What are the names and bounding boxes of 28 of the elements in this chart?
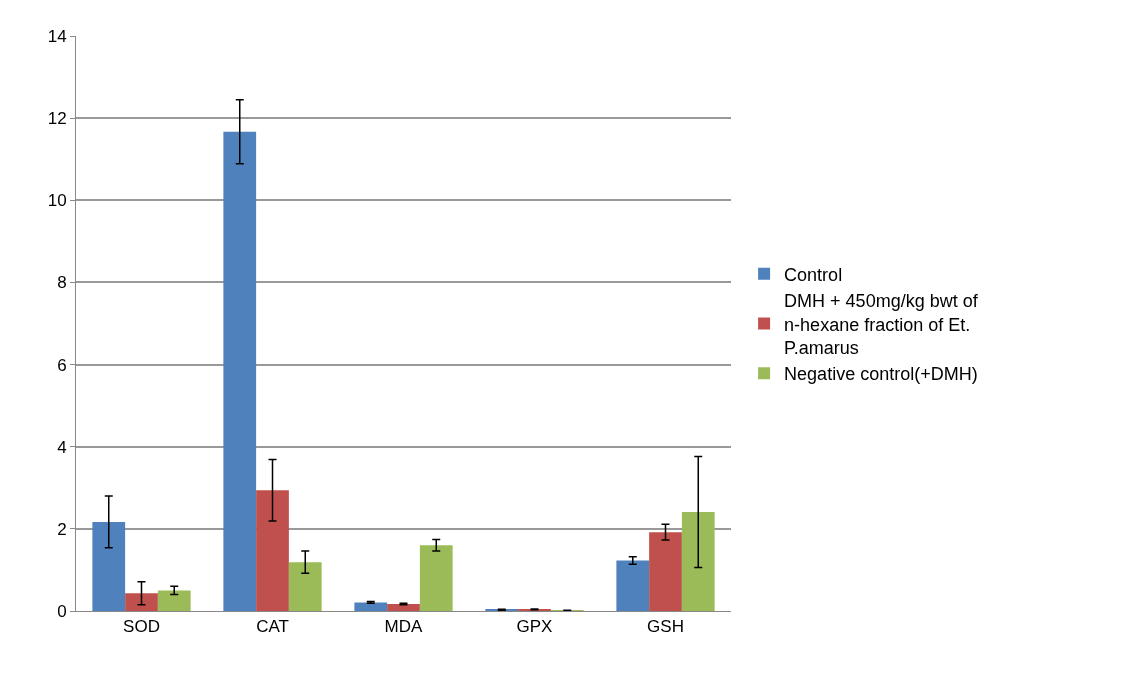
bar — [288, 562, 322, 611]
bar — [616, 560, 650, 611]
y-tick-label: 8 — [57, 273, 67, 293]
legend-label: DMH + 450mg/kg bwt of n-hexane fraction of Et. P.amarus — [784, 291, 979, 358]
legend-label: Negative control(+DMH) — [784, 364, 978, 385]
x-tick-label: CAT — [256, 617, 289, 637]
bar — [125, 593, 158, 611]
x-tick-label: GPX — [516, 617, 553, 637]
legend-label: Control — [784, 264, 843, 285]
bar — [681, 512, 715, 611]
x-tick-label: SOD — [123, 617, 160, 637]
y-tick-label: 4 — [57, 437, 67, 457]
bar — [223, 131, 257, 611]
bar — [256, 490, 289, 611]
bar — [387, 604, 420, 611]
y-tick-label: 2 — [57, 519, 67, 539]
y-tick-label: 14 — [47, 26, 67, 46]
x-tick-label: GSH — [647, 617, 684, 637]
y-tick-label: 12 — [47, 109, 67, 129]
x-tick-label: MDA — [384, 617, 424, 637]
bar — [92, 521, 126, 611]
y-tick-label: 10 — [47, 191, 67, 211]
bar — [419, 545, 453, 611]
bar — [649, 532, 682, 611]
y-tick-label: 0 — [57, 601, 67, 621]
y-tick-label: 6 — [57, 355, 67, 375]
bar — [157, 590, 191, 611]
bar — [354, 602, 388, 611]
